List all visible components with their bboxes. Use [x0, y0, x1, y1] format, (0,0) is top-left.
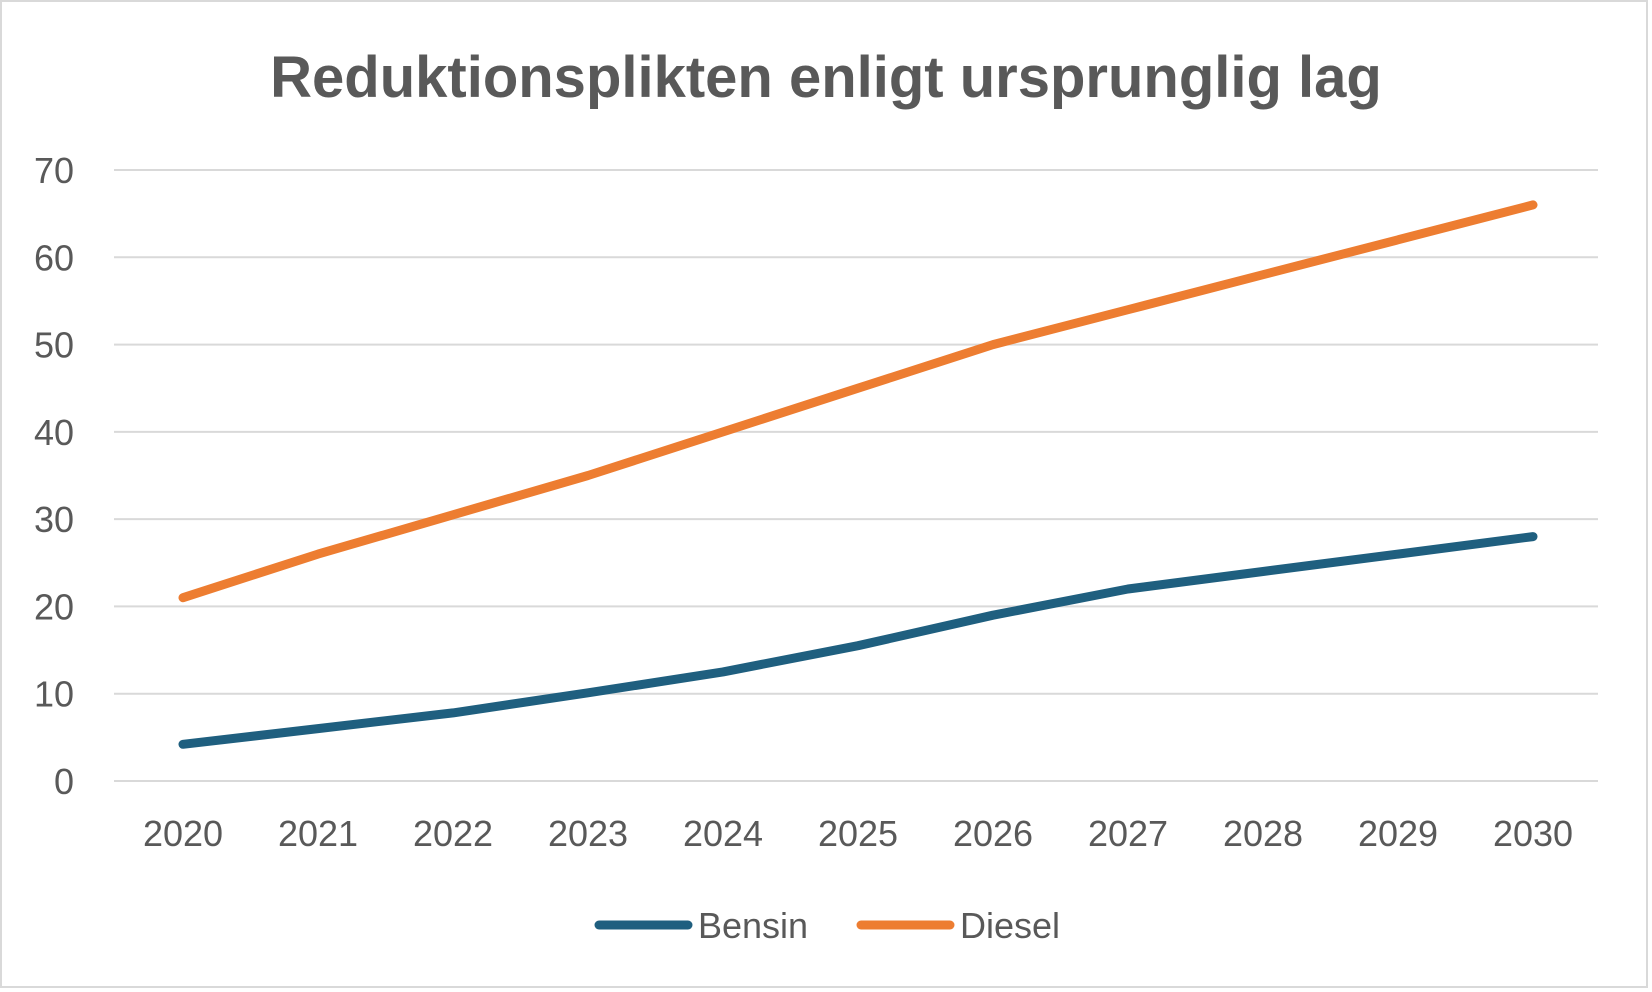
x-tick-label: 2026: [953, 813, 1033, 854]
y-axis-ticks: 0 10 20 30 40 50 60 70: [34, 150, 74, 802]
legend-label-bensin: Bensin: [698, 905, 808, 946]
x-tick-label: 2022: [413, 813, 493, 854]
x-axis-ticks: 2020 2021 2022 2023 2024 2025 2026 2027 2028 2029…: [143, 813, 1573, 854]
y-tick-label: 20: [34, 586, 74, 627]
series-lines: [178, 200, 1538, 749]
x-tick-label: 2025: [818, 813, 898, 854]
series-line-bensin: [178, 532, 1538, 749]
y-tick-label: 70: [34, 150, 74, 191]
y-tick-label: 40: [34, 412, 74, 453]
legend: Bensin Diesel: [594, 905, 1060, 946]
legend-label-diesel: Diesel: [960, 905, 1060, 946]
y-tick-label: 0: [54, 761, 74, 802]
y-tick-label: 10: [34, 674, 74, 715]
x-tick-label: 2021: [278, 813, 358, 854]
chart-title: Reduktionsplikten enligt ursprunglig lag: [270, 45, 1382, 110]
series-line-diesel: [178, 200, 1538, 603]
x-tick-label: 2027: [1088, 813, 1168, 854]
x-tick-label: 2030: [1493, 813, 1573, 854]
y-tick-label: 50: [34, 325, 74, 366]
x-tick-label: 2024: [683, 813, 763, 854]
y-tick-label: 60: [34, 237, 74, 278]
gridlines: [114, 169, 1598, 782]
x-tick-label: 2023: [548, 813, 628, 854]
y-tick-label: 30: [34, 499, 74, 540]
x-tick-label: 2028: [1223, 813, 1303, 854]
x-tick-label: 2029: [1358, 813, 1438, 854]
x-tick-label: 2020: [143, 813, 223, 854]
